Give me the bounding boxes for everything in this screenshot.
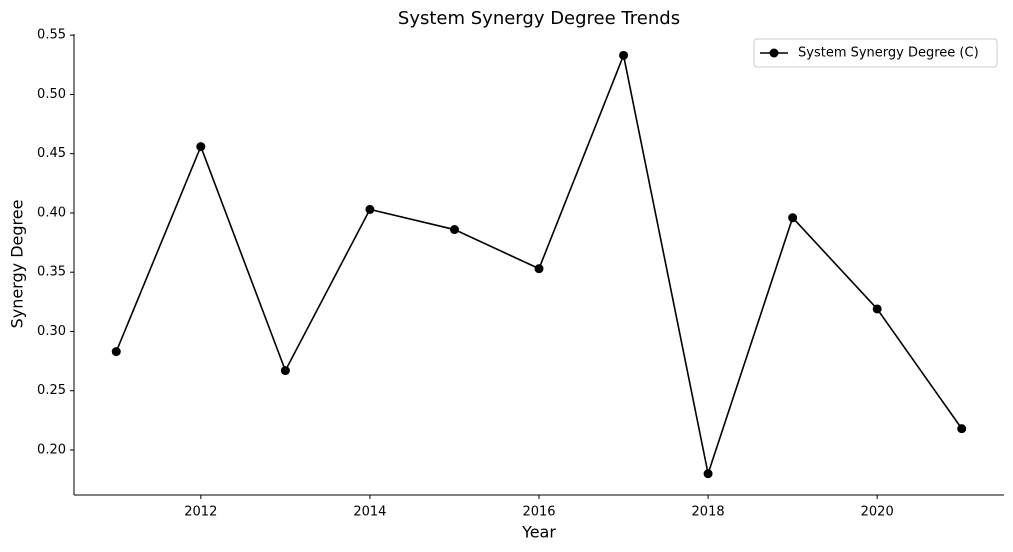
data-point [619, 50, 629, 60]
y-tick-label: 0.40 [37, 205, 66, 220]
data-point [449, 225, 459, 235]
x-tick-label: 2020 [861, 505, 894, 520]
data-point [872, 304, 882, 314]
data-point [111, 347, 121, 357]
x-tick-label: 2018 [692, 505, 725, 520]
x-tick-label: 2014 [353, 505, 386, 520]
x-tick-label: 2012 [184, 505, 217, 520]
x-axis-label: Year [521, 523, 556, 542]
legend-label: System Synergy Degree (C) [798, 46, 979, 61]
chart-title: System Synergy Degree Trends [398, 8, 680, 29]
legend-box [753, 38, 998, 68]
data-point [280, 366, 290, 376]
data-point [957, 424, 967, 434]
data-point [365, 204, 375, 214]
data-point [196, 142, 206, 152]
data-point [788, 213, 798, 223]
y-tick-label: 0.30 [37, 324, 66, 339]
y-axis-label: Synergy Degree [8, 200, 27, 329]
data-point [534, 264, 544, 274]
y-tick-label: 0.25 [37, 383, 66, 398]
data-point [703, 469, 713, 479]
x-tick-label: 2016 [522, 505, 555, 520]
legend-marker [769, 48, 779, 58]
y-tick-label: 0.50 [37, 87, 66, 102]
y-tick-label: 0.20 [37, 442, 66, 457]
y-tick-label: 0.35 [37, 265, 66, 280]
y-tick-label: 0.45 [37, 146, 66, 161]
y-tick-label: 0.55 [37, 28, 66, 43]
